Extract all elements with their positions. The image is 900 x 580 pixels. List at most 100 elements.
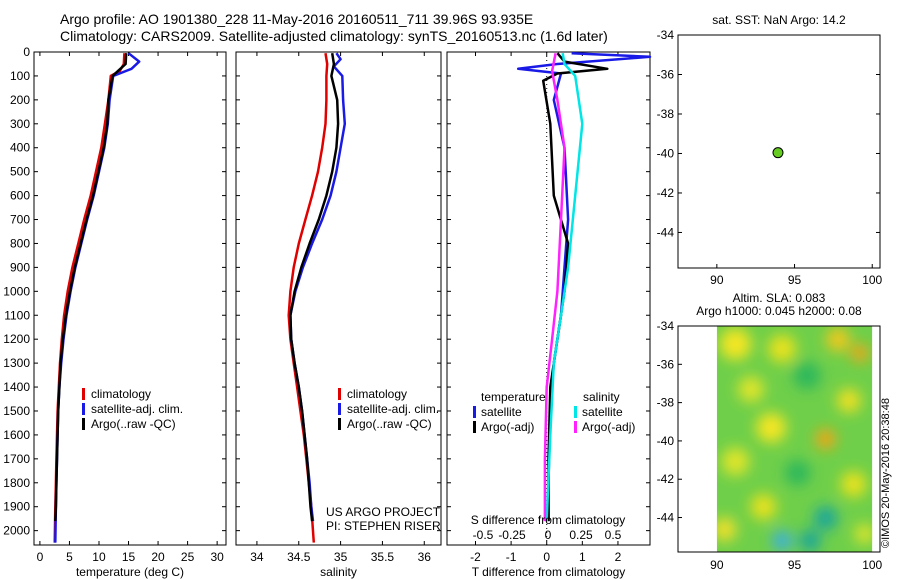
difference-xtick-label: -1: [506, 550, 517, 564]
temperature-legend-swatch: [82, 403, 85, 415]
sla-blob: [836, 388, 861, 413]
difference-series-line-1: [541, 52, 609, 522]
temperature-panel: 0100200300400500600700800900100011001200…: [3, 45, 227, 579]
sla-blob: [850, 344, 869, 363]
depth-tick-label: 1400: [3, 380, 30, 394]
sla-blob: [738, 376, 765, 403]
sla-blob: [813, 506, 838, 531]
salinity-difference-label: S difference from climatology: [471, 513, 626, 527]
temperature-xtick-label: 10: [92, 550, 106, 564]
sla-map-ytick-label: -40: [657, 434, 675, 448]
sst-map-xtick-label: 95: [788, 273, 802, 287]
salinity-xtick-label: 36: [418, 550, 432, 564]
depth-tick-label: 1100: [4, 308, 30, 322]
depth-tick-label: 1300: [3, 356, 30, 370]
salinity-legend-label: satellite-adj. clim.: [347, 402, 439, 416]
sst-map-ytick-label: -38: [657, 107, 675, 121]
sla-map-ytick-label: -34: [657, 319, 675, 333]
sla-map-ytick-label: -44: [657, 511, 675, 525]
salinity-xtick-label: 35.5: [371, 550, 395, 564]
sla-blob: [815, 429, 836, 449]
salinity-xtick-label: 34: [250, 550, 264, 564]
sla-map-title: Altim. SLA: 0.083: [733, 291, 826, 305]
depth-tick-label: 100: [10, 69, 30, 83]
difference-legend-swatch: [473, 406, 476, 418]
depth-tick-label: 300: [10, 117, 30, 131]
temperature-frame: [33, 51, 227, 546]
sla-blob: [772, 530, 793, 551]
temperature-xtick-label: 0: [37, 550, 44, 564]
temperature-legend-label: satellite-adj. clim.: [91, 402, 183, 416]
salinity-difference-tick: 0: [545, 528, 552, 542]
depth-tick-label: 900: [10, 260, 30, 274]
depth-tick-label: 1600: [3, 428, 30, 442]
depth-tick-label: 2000: [3, 524, 30, 538]
difference-legend-label: satellite: [481, 405, 522, 419]
difference-series-line-2: [545, 52, 584, 522]
temperature-legend-label: Argo(..raw -QC): [91, 417, 176, 431]
salinity-legend-label: Argo(..raw -QC): [347, 417, 432, 431]
temperature-legend-swatch: [82, 418, 85, 430]
difference-xtick-label: 1: [579, 550, 586, 564]
salinity-xlabel: salinity: [320, 565, 357, 579]
difference-xtick-label: 2: [615, 550, 622, 564]
sla-blob: [854, 523, 873, 544]
sla-map-xtick-label: 100: [862, 558, 882, 572]
sla-blobs: [716, 327, 873, 552]
difference-legend-label: Argo(-adj): [481, 420, 534, 434]
depth-tick-label: 1700: [3, 452, 30, 466]
sst-map-ytick-label: -40: [657, 146, 675, 160]
project-annotation: PI: STEPHEN RISER: [326, 519, 441, 533]
depth-tick-label: 200: [10, 93, 30, 107]
temperature-xtick-label: 15: [122, 550, 136, 564]
sst-location-map: sat. SST: NaN Argo: 14.2 -34 -36 -38 -40 -42 -…: [657, 13, 883, 287]
sst-map-ytick-label: -44: [657, 225, 675, 239]
salinity-legend-swatch: [338, 418, 341, 430]
depth-tick-label: 500: [10, 165, 30, 179]
difference-legend-swatch: [473, 421, 476, 433]
difference-xtick-label: 0: [543, 550, 550, 564]
sla-map-title: Argo h1000: 0.045 h2000: 0.08: [696, 304, 862, 318]
salinity-xtick-label: 34.5: [287, 550, 311, 564]
difference-legend-swatch: [574, 406, 577, 418]
sla-blob: [792, 361, 821, 390]
depth-tick-label: 0: [23, 45, 30, 59]
salinity-difference-tick: 0.25: [569, 528, 593, 542]
salinity-xtick-label: 35: [334, 550, 348, 564]
argo-float-marker: [772, 147, 784, 159]
sla-blob: [756, 412, 787, 443]
temperature-series-line-2: [54, 53, 128, 522]
temperature-xtick-label: 25: [181, 550, 195, 564]
salinity-difference-tick: 0.5: [605, 528, 622, 542]
sla-heatmap-field: [716, 326, 873, 552]
sla-blob: [826, 327, 851, 352]
salinity-difference-tick: -0.5: [473, 528, 494, 542]
difference-legend-label: Argo(-adj): [582, 420, 635, 434]
sla-map-frame: [677, 325, 881, 553]
project-annotation: US ARGO PROJECT: [326, 505, 441, 519]
salinity-series-line-2: [289, 53, 340, 522]
temperature-xtick-label: 5: [66, 550, 73, 564]
depth-tick-label: 700: [10, 213, 30, 227]
sla-map-ytick-label: -38: [657, 396, 675, 410]
depth-tick-label: 1500: [3, 404, 30, 418]
sla-blob: [784, 459, 811, 486]
sst-map-xtick-label: 100: [862, 273, 882, 287]
salinity-legend-label: climatology: [347, 387, 407, 401]
difference-legend-label: satellite: [582, 405, 623, 419]
sst-map-title: sat. SST: NaN Argo: 14.2: [712, 13, 846, 27]
sst-map-xtick-label: 90: [710, 273, 724, 287]
salinity-difference-tick: -0.25: [498, 528, 526, 542]
depth-tick-label: 1200: [3, 332, 30, 346]
depth-tick-label: 600: [10, 189, 30, 203]
sla-map-xtick-label: 90: [710, 558, 724, 572]
temperature-xlabel: temperature (deg C): [76, 565, 184, 579]
temperature-legend-swatch: [82, 388, 85, 400]
depth-tick-label: 1800: [3, 476, 30, 490]
difference-xtick-label: -2: [470, 550, 481, 564]
depth-tick-label: 400: [10, 141, 30, 155]
difference-series-line-3: [543, 52, 566, 522]
temperature-xtick-label: 20: [151, 550, 165, 564]
sla-blob: [840, 471, 867, 498]
